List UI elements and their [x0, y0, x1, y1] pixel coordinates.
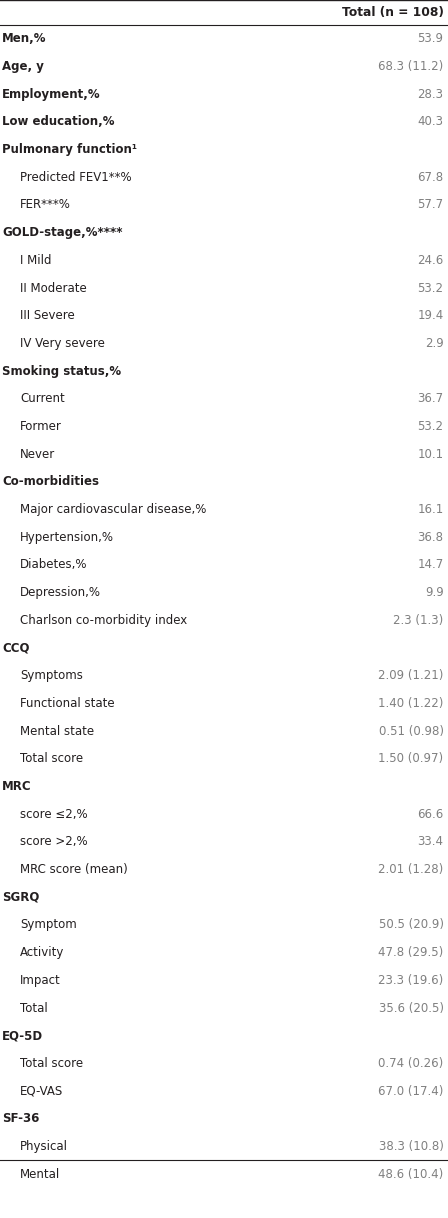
Text: 35.6 (20.5): 35.6 (20.5) — [379, 1001, 444, 1015]
Text: 28.3: 28.3 — [418, 88, 444, 101]
Text: score >2,%: score >2,% — [20, 836, 88, 849]
Text: Diabetes,%: Diabetes,% — [20, 559, 88, 571]
Text: 0.74 (0.26): 0.74 (0.26) — [378, 1057, 444, 1069]
Text: 16.1: 16.1 — [417, 503, 444, 516]
Text: III Severe: III Severe — [20, 309, 75, 323]
Text: Major cardiovascular disease,%: Major cardiovascular disease,% — [20, 503, 207, 516]
Text: Hypertension,%: Hypertension,% — [20, 531, 114, 543]
Text: 66.6: 66.6 — [417, 808, 444, 821]
Text: Mental state: Mental state — [20, 725, 94, 738]
Text: 2.3 (1.3): 2.3 (1.3) — [393, 614, 444, 627]
Text: Activity: Activity — [20, 946, 65, 959]
Text: score ≤2,%: score ≤2,% — [20, 808, 88, 821]
Text: MRC: MRC — [2, 780, 32, 793]
Text: MRC score (mean): MRC score (mean) — [20, 864, 128, 876]
Text: Total (n = 108): Total (n = 108) — [342, 6, 444, 19]
Text: Current: Current — [20, 392, 65, 406]
Text: 67.8: 67.8 — [418, 171, 444, 184]
Text: 38.3 (10.8): 38.3 (10.8) — [379, 1140, 444, 1153]
Text: 67.0 (17.4): 67.0 (17.4) — [378, 1084, 444, 1097]
Text: Employment,%: Employment,% — [2, 88, 101, 101]
Text: 33.4: 33.4 — [418, 836, 444, 849]
Text: 14.7: 14.7 — [417, 559, 444, 571]
Text: Functional state: Functional state — [20, 697, 115, 710]
Text: 53.2: 53.2 — [418, 281, 444, 295]
Text: Age, y: Age, y — [2, 60, 44, 73]
Text: 9.9: 9.9 — [425, 586, 444, 599]
Text: Total score: Total score — [20, 1057, 83, 1069]
Text: 50.5 (20.9): 50.5 (20.9) — [379, 918, 444, 932]
Text: Smoking status,%: Smoking status,% — [2, 364, 121, 378]
Text: EQ-VAS: EQ-VAS — [20, 1084, 64, 1097]
Text: Total: Total — [20, 1001, 48, 1015]
Text: 48.6 (10.4): 48.6 (10.4) — [378, 1168, 444, 1180]
Text: Predicted FEV1**%: Predicted FEV1**% — [20, 171, 132, 184]
Text: Depression,%: Depression,% — [20, 586, 101, 599]
Text: 10.1: 10.1 — [418, 448, 444, 460]
Text: Former: Former — [20, 420, 62, 434]
Text: EQ-5D: EQ-5D — [2, 1029, 43, 1043]
Text: Men,%: Men,% — [2, 33, 47, 45]
Text: Total score: Total score — [20, 753, 83, 765]
Text: 53.2: 53.2 — [418, 420, 444, 434]
Text: 2.9: 2.9 — [425, 337, 444, 350]
Text: Physical: Physical — [20, 1140, 68, 1153]
Text: 57.7: 57.7 — [418, 199, 444, 212]
Text: 19.4: 19.4 — [417, 309, 444, 323]
Text: Impact: Impact — [20, 974, 61, 987]
Text: 53.9: 53.9 — [418, 33, 444, 45]
Text: IV Very severe: IV Very severe — [20, 337, 105, 350]
Text: 40.3: 40.3 — [418, 116, 444, 128]
Text: 47.8 (29.5): 47.8 (29.5) — [378, 946, 444, 959]
Text: 36.7: 36.7 — [418, 392, 444, 406]
Text: 1.40 (1.22): 1.40 (1.22) — [378, 697, 444, 710]
Text: SF-36: SF-36 — [2, 1112, 39, 1125]
Text: Mental: Mental — [20, 1168, 60, 1180]
Text: 2.09 (1.21): 2.09 (1.21) — [378, 669, 444, 682]
Text: 36.8: 36.8 — [418, 531, 444, 543]
Text: Co-morbidities: Co-morbidities — [2, 475, 99, 488]
Text: Pulmonary function¹: Pulmonary function¹ — [2, 143, 137, 156]
Text: GOLD-stage,%****: GOLD-stage,%**** — [2, 227, 123, 239]
Text: 23.3 (19.6): 23.3 (19.6) — [378, 974, 444, 987]
Text: 24.6: 24.6 — [417, 253, 444, 267]
Text: 2.01 (1.28): 2.01 (1.28) — [378, 864, 444, 876]
Text: II Moderate: II Moderate — [20, 281, 87, 295]
Text: Low education,%: Low education,% — [2, 116, 115, 128]
Text: FER***%: FER***% — [20, 199, 71, 212]
Text: 1.50 (0.97): 1.50 (0.97) — [379, 753, 444, 765]
Text: Symptom: Symptom — [20, 918, 77, 932]
Text: CCQ: CCQ — [2, 642, 30, 654]
Text: Never: Never — [20, 448, 56, 460]
Text: SGRQ: SGRQ — [2, 890, 39, 904]
Text: Symptoms: Symptoms — [20, 669, 83, 682]
Text: 0.51 (0.98): 0.51 (0.98) — [379, 725, 444, 738]
Text: I Mild: I Mild — [20, 253, 52, 267]
Text: Charlson co-morbidity index: Charlson co-morbidity index — [20, 614, 187, 627]
Text: 68.3 (11.2): 68.3 (11.2) — [378, 60, 444, 73]
